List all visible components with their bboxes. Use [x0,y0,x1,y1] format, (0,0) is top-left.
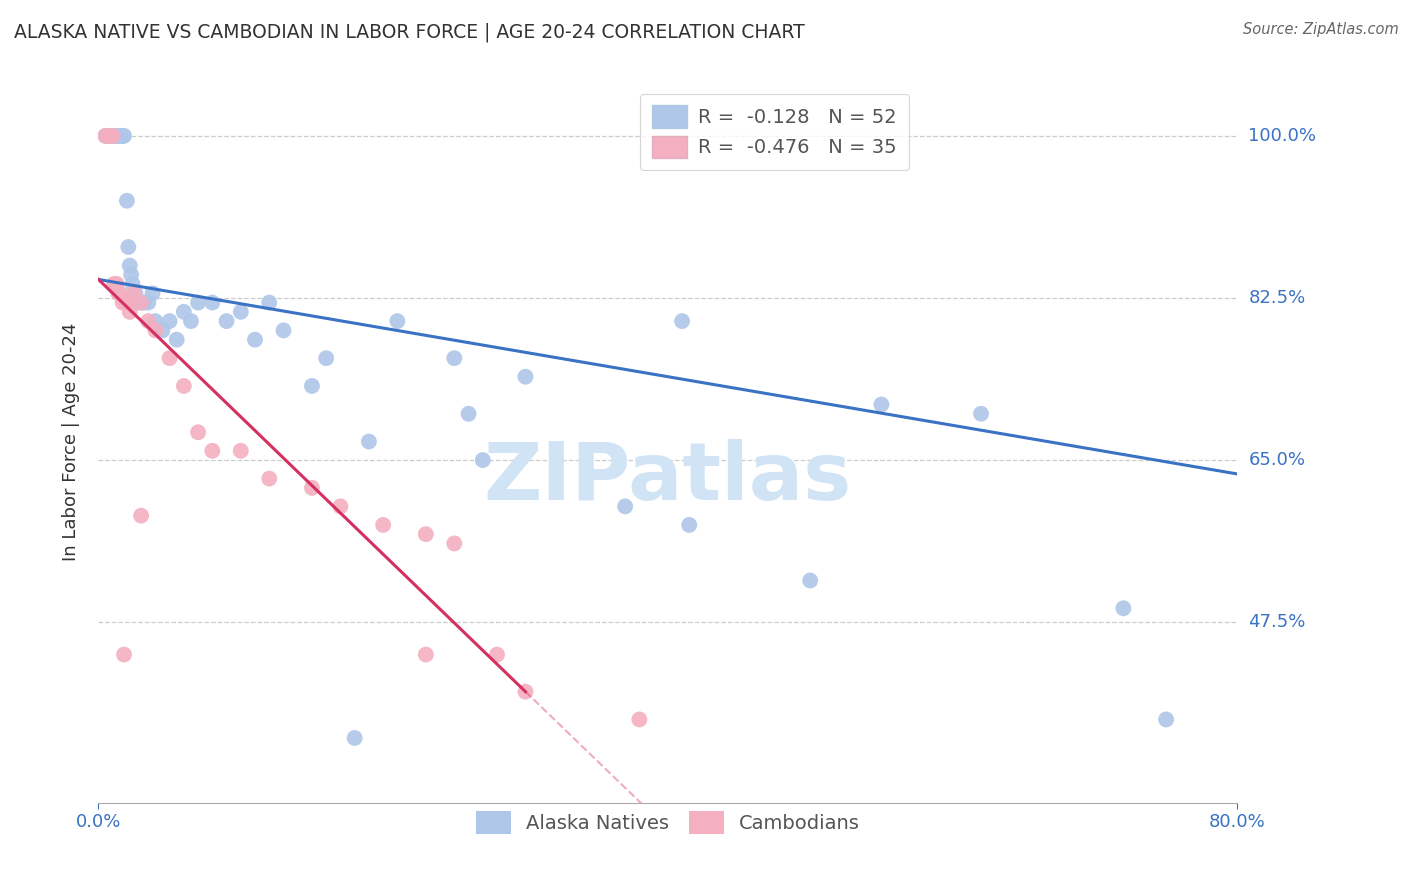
Point [97,128,120,143]
Point [671,314,693,328]
Point [105,128,128,143]
Point [118,305,141,319]
Point [104,277,127,291]
Point [614,500,637,514]
Point [107,128,129,143]
Point [104,128,127,143]
Point [387,314,409,328]
Point [173,379,195,393]
Point [166,333,188,347]
Point [122,286,145,301]
Point [105,277,128,291]
Point [970,407,993,421]
Point [145,314,167,328]
Point [229,305,252,319]
Point [180,314,202,328]
Point [145,323,167,337]
Point [101,128,124,143]
Point [173,305,195,319]
Point [124,286,146,301]
Point [515,369,537,384]
Point [187,425,209,440]
Point [1112,601,1135,615]
Point [112,128,135,143]
Point [111,295,134,310]
Point [1154,713,1177,727]
Point [101,128,124,143]
Point [121,277,143,291]
Text: Source: ZipAtlas.com: Source: ZipAtlas.com [1243,22,1399,37]
Point [141,286,163,301]
Point [628,713,651,727]
Point [159,314,181,328]
Point [443,536,465,550]
Point [870,397,893,411]
Text: 82.5%: 82.5% [1249,289,1306,307]
Point [103,277,125,291]
Point [94,128,117,143]
Point [100,128,122,143]
Point [329,500,352,514]
Point [122,286,145,301]
Point [129,295,152,310]
Text: ALASKA NATIVE VS CAMBODIAN IN LABOR FORCE | AGE 20-24 CORRELATION CHART: ALASKA NATIVE VS CAMBODIAN IN LABOR FORC… [14,22,804,42]
Point [315,351,337,366]
Point [107,286,129,301]
Text: 65.0%: 65.0% [1249,451,1305,469]
Point [127,295,149,310]
Point [415,648,437,662]
Point [94,128,117,143]
Point [259,472,281,486]
Text: 100.0%: 100.0% [1249,127,1316,145]
Point [98,128,121,143]
Point [201,443,224,458]
Point [357,434,380,449]
Point [120,268,142,282]
Point [301,481,323,495]
Legend: Alaska Natives, Cambodians: Alaska Natives, Cambodians [465,802,870,844]
Point [111,128,134,143]
Point [132,295,155,310]
Point [201,295,224,310]
Point [115,295,138,310]
Point [112,648,135,662]
Point [159,351,181,366]
Point [117,240,139,254]
Point [678,517,700,532]
Point [187,295,209,310]
Point [515,684,537,698]
Point [215,314,238,328]
Point [229,443,252,458]
Point [110,128,132,143]
Point [259,295,281,310]
Point [443,351,465,366]
Point [243,333,266,347]
Point [343,731,366,745]
Point [415,527,437,541]
Point [136,295,159,310]
Point [457,407,479,421]
Point [114,295,136,310]
Point [129,295,152,310]
Text: 47.5%: 47.5% [1249,613,1306,632]
Point [129,508,152,523]
Point [108,286,131,301]
Point [118,259,141,273]
Point [301,379,323,393]
Y-axis label: In Labor Force | Age 20-24: In Labor Force | Age 20-24 [62,322,80,561]
Point [373,517,395,532]
Point [799,574,821,588]
Point [98,128,121,143]
Point [152,323,174,337]
Point [115,194,138,208]
Point [273,323,295,337]
Point [471,453,494,467]
Point [136,314,159,328]
Text: ZIPatlas: ZIPatlas [484,439,852,516]
Point [107,128,129,143]
Point [486,648,509,662]
